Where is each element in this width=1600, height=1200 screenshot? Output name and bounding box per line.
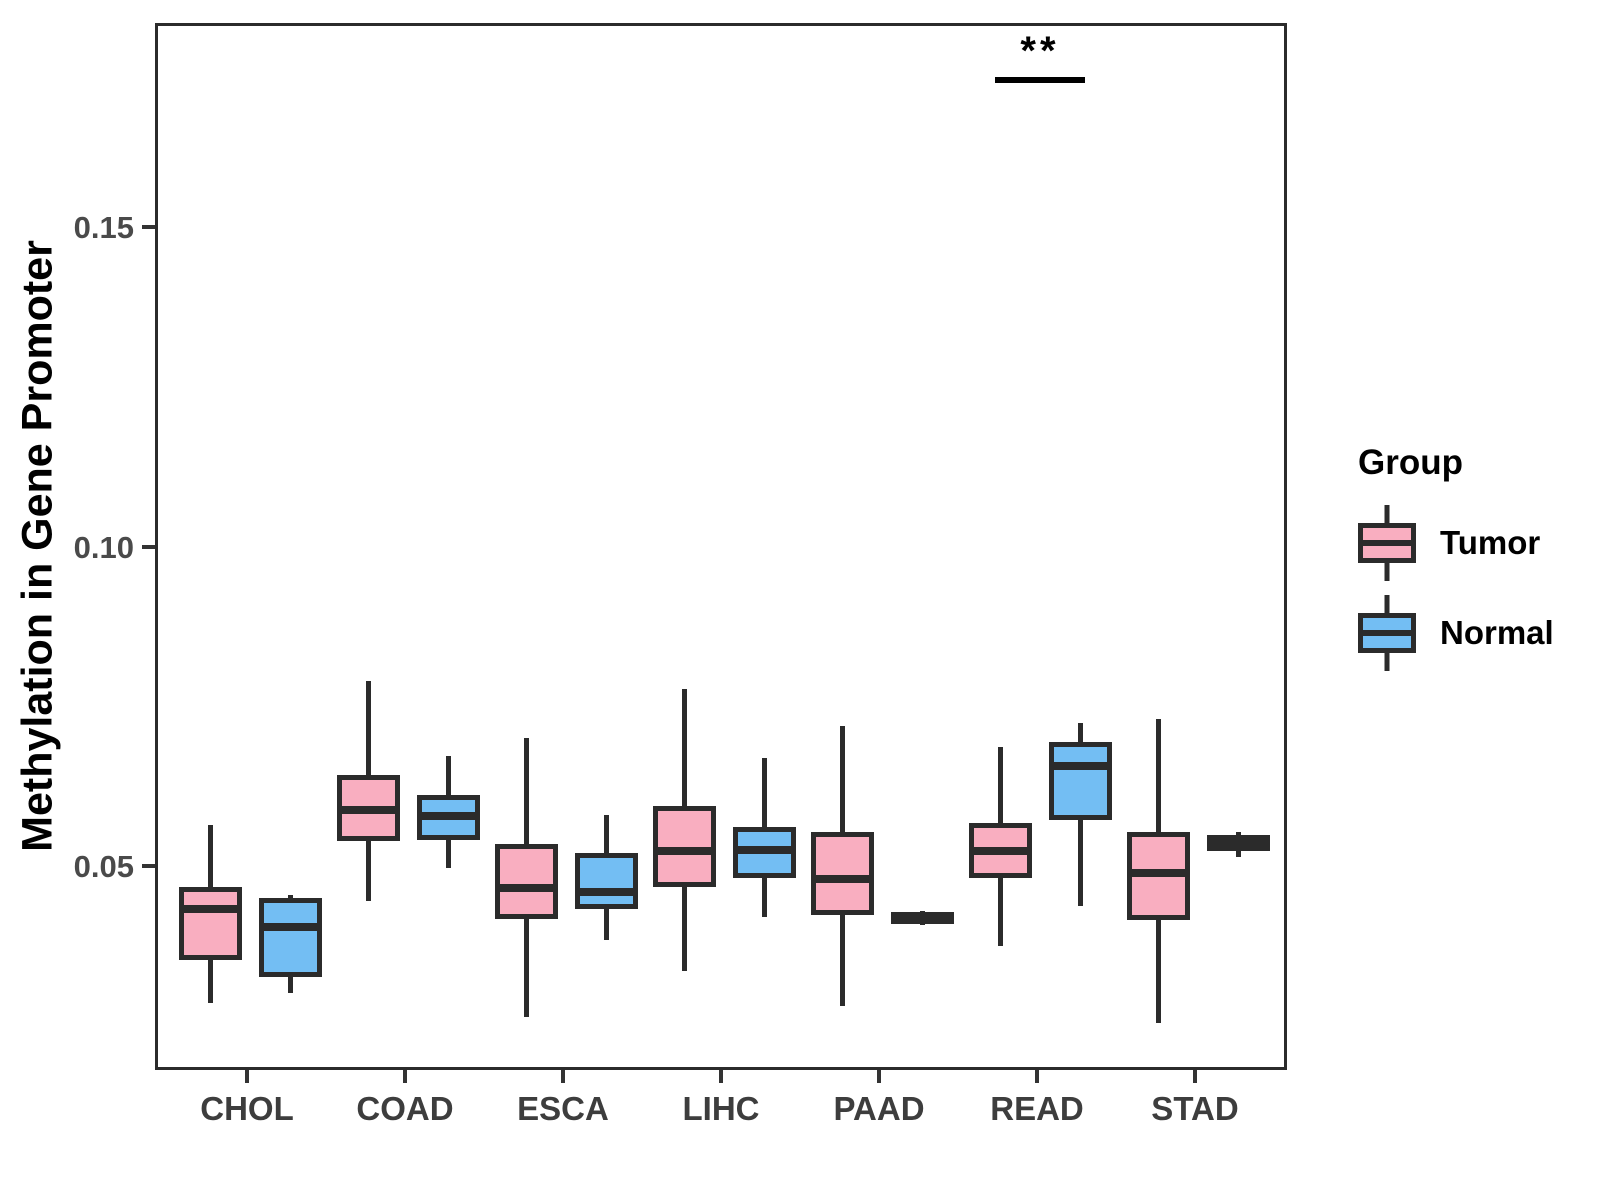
median-ESCA-normal [574, 888, 638, 897]
box-ESCA-tumor [494, 844, 558, 920]
median-CHOL-tumor [178, 904, 242, 913]
x-tick-label-stad: STAD [1151, 1090, 1239, 1127]
legend: Group Tumor Normal [1358, 443, 1554, 685]
x-tick-mark [245, 1070, 249, 1083]
median-PAAD-tumor [810, 874, 874, 883]
boxplot-key-icon [1358, 595, 1416, 671]
legend-entry-tumor: Tumor [1358, 505, 1554, 581]
x-tick-mark [877, 1070, 881, 1083]
y-tick-mark [142, 863, 155, 868]
y-tick-label: 0.10 [73, 529, 134, 565]
significance-stars: ** [1020, 29, 1060, 74]
y-tick-label: 0.15 [73, 210, 134, 246]
plot-panel: ** [155, 23, 1287, 1070]
x-tick-mark [403, 1070, 407, 1083]
median-ESCA-tumor [494, 883, 558, 892]
median-READ-tumor [968, 846, 1032, 855]
median-COAD-normal [416, 812, 480, 821]
legend-entry-normal: Normal [1358, 595, 1554, 671]
box-LIHC-tumor [652, 806, 716, 887]
median-PAAD-normal [890, 913, 954, 922]
median-COAD-tumor [336, 805, 400, 814]
legend-title: Group [1358, 443, 1463, 482]
box-PAAD-tumor [810, 832, 874, 915]
y-tick-mark [142, 544, 155, 549]
significance-bar [995, 77, 1085, 84]
box-CHOL-normal [258, 898, 322, 978]
x-tick-label-coad: COAD [356, 1090, 454, 1127]
y-tick-label: 0.05 [73, 848, 134, 884]
x-tick-mark [561, 1070, 565, 1083]
median-STAD-tumor [1126, 868, 1190, 877]
box-CHOL-tumor [178, 886, 242, 960]
key-median [1358, 630, 1416, 636]
legend-label-tumor: Tumor [1440, 524, 1541, 561]
x-tick-label-read: READ [990, 1090, 1084, 1127]
legend-entries: Tumor Normal [1358, 505, 1554, 671]
median-CHOL-normal [258, 923, 322, 932]
x-tick-mark [1193, 1070, 1197, 1083]
x-tick-label-esca: ESCA [517, 1090, 609, 1127]
x-tick-label-lihc: LIHC [682, 1090, 760, 1127]
x-tick-mark [719, 1070, 723, 1083]
x-tick-mark [1035, 1070, 1039, 1083]
median-READ-normal [1048, 761, 1112, 770]
median-STAD-normal [1206, 839, 1270, 848]
median-LIHC-normal [732, 845, 796, 854]
box-ESCA-normal [574, 852, 638, 909]
boxplot-key-icon [1358, 505, 1416, 581]
key-median [1358, 540, 1416, 546]
legend-label-normal: Normal [1440, 614, 1554, 651]
y-tick-mark [142, 225, 155, 230]
x-tick-label-chol: CHOL [200, 1090, 294, 1127]
box-READ-normal [1048, 741, 1112, 820]
median-LIHC-tumor [652, 846, 716, 855]
x-tick-label-paad: PAAD [833, 1090, 925, 1127]
